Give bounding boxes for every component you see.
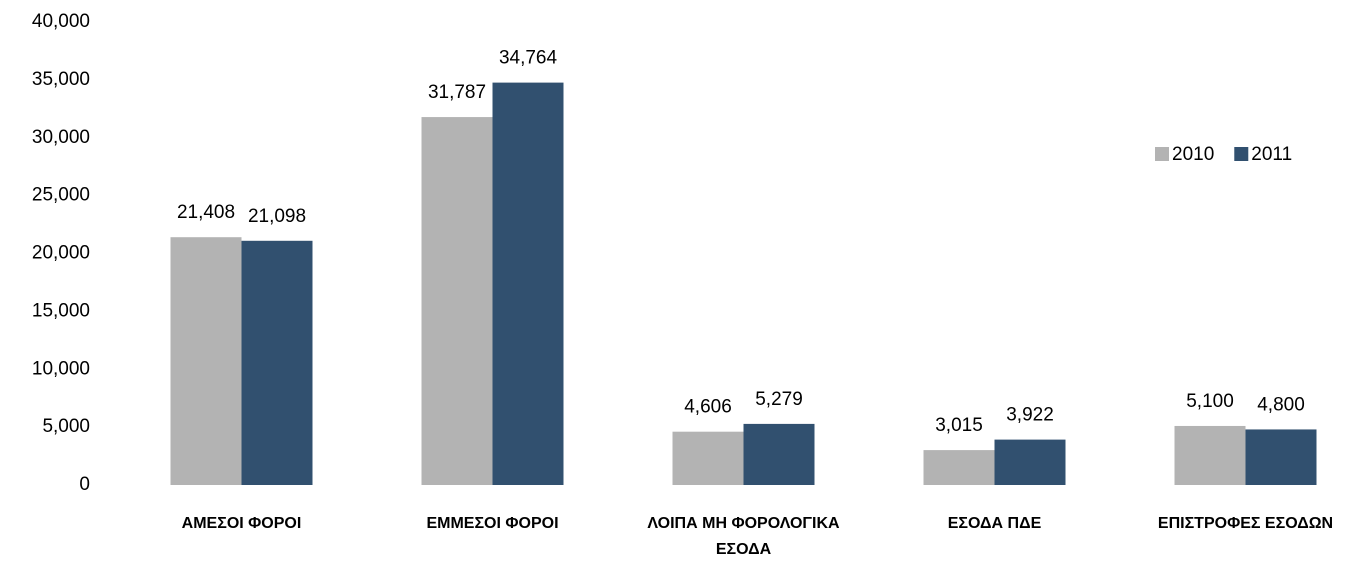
bar <box>421 117 493 485</box>
legend-swatch <box>1234 147 1249 161</box>
bar <box>492 82 564 486</box>
x-tick-label: ΕΣΟΔΑ ΠΔΕ <box>947 515 1042 532</box>
data-label: 31,787 <box>428 82 486 103</box>
bar <box>672 431 744 485</box>
bar <box>1174 425 1246 485</box>
y-tick-label: 5,000 <box>42 416 90 437</box>
bar <box>1245 429 1317 485</box>
data-label: 34,764 <box>499 48 558 69</box>
bar <box>170 237 242 485</box>
data-label: 4,800 <box>1257 394 1305 415</box>
y-tick-label: 10,000 <box>32 358 90 379</box>
y-tick-label: 35,000 <box>32 69 90 90</box>
data-label: 5,279 <box>755 389 803 410</box>
bar <box>743 423 815 485</box>
data-label: 3,922 <box>1006 405 1054 426</box>
data-label: 21,098 <box>248 206 306 227</box>
x-tick-label: ΕΜΜΕΣΟΙ ΦΟΡΟΙ <box>426 515 559 532</box>
legend-label: 2011 <box>1251 144 1292 165</box>
legend-label: 2010 <box>1172 144 1214 165</box>
data-label: 4,606 <box>684 397 732 418</box>
y-tick-label: 25,000 <box>32 185 90 206</box>
x-tick-label: ΕΠΙΣΤΡΟΦΕΣ ΕΣΟΔΩΝ <box>1157 515 1334 532</box>
data-label: 5,100 <box>1186 391 1234 412</box>
y-tick-label: 30,000 <box>32 127 90 148</box>
y-tick-label: 15,000 <box>32 300 90 321</box>
data-label: 21,408 <box>177 202 235 223</box>
y-tick-label: 0 <box>79 474 90 495</box>
legend-swatch <box>1155 147 1169 161</box>
x-tick-label: ΑΜΕΣΟΙ ΦΟΡΟΙ <box>181 515 302 532</box>
bar <box>241 240 313 485</box>
bar <box>923 450 995 485</box>
x-tick-label: ΛΟΙΠΑ ΜΗ ΦΟΡΟΛΟΓΙΚΑ ΕΣΟΔΑ <box>647 515 840 558</box>
bar <box>994 439 1066 485</box>
data-label: 3,015 <box>935 415 983 436</box>
y-tick-label: 40,000 <box>32 11 90 32</box>
y-tick-label: 20,000 <box>32 243 90 264</box>
